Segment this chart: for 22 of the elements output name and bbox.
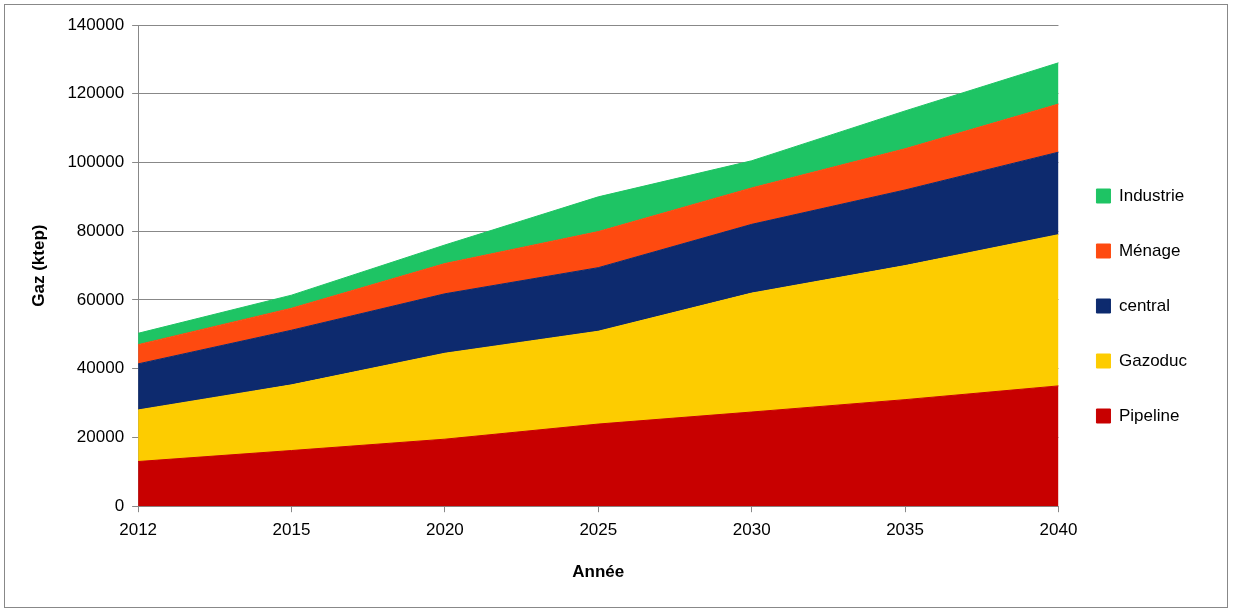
y-axis-title: Gaz (ktep) (28, 224, 48, 307)
x-tick-label: 2025 (579, 520, 618, 540)
legend-label: central (1118, 295, 1170, 315)
y-tick-label: 140000 (67, 14, 125, 34)
x-tick-label: 2012 (119, 520, 158, 540)
legend-label: Industrie (1118, 185, 1185, 205)
y-tick-label: 60000 (76, 289, 125, 309)
x-tick-label: 2035 (886, 520, 924, 540)
legend-label: Ménage (1118, 240, 1181, 260)
x-tick-label: 2020 (425, 520, 464, 540)
legend-label: Pipeline (1118, 405, 1180, 425)
y-tick-label: 0 (114, 495, 125, 515)
y-tick-label: 40000 (76, 358, 125, 378)
y-tick-label: 120000 (67, 83, 125, 103)
x-tick-label: 2030 (732, 520, 771, 540)
x-axis-title: Année (572, 562, 625, 582)
x-tick-label: 2040 (1039, 520, 1078, 540)
y-tick-label: 20000 (76, 427, 125, 447)
x-tick-label: 2015 (272, 520, 311, 540)
y-tick-label: 80000 (76, 220, 125, 240)
legend-label: Gazoduc (1118, 350, 1188, 370)
y-tick-label: 100000 (67, 152, 125, 172)
